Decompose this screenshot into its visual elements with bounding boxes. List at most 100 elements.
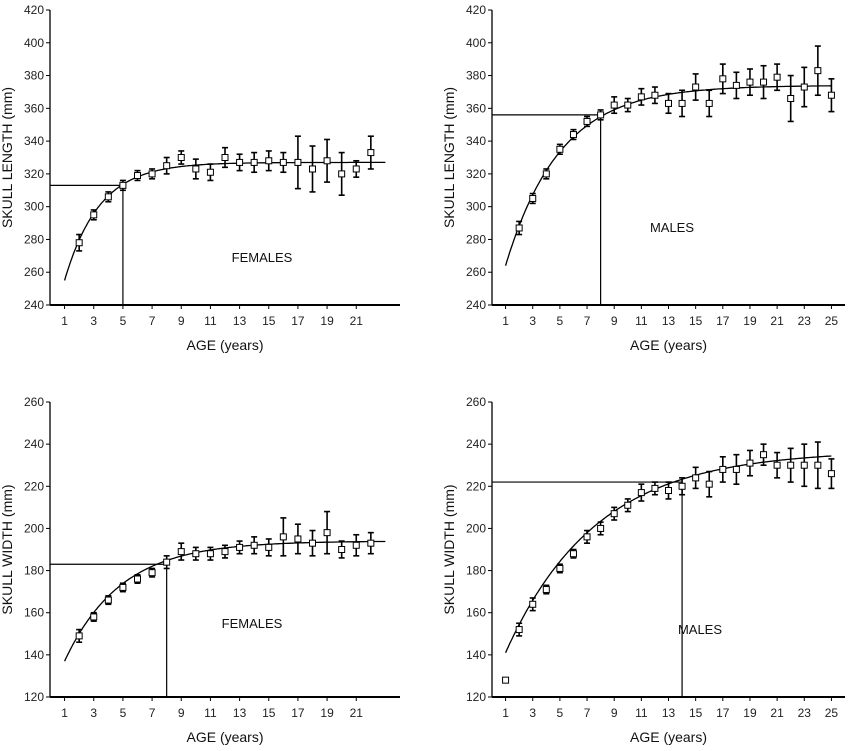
data-point: [279, 533, 287, 541]
data-point: [692, 474, 700, 482]
x-tick-label: 15: [262, 706, 276, 720]
data-point: [352, 541, 360, 549]
y-tick-label: 240: [24, 437, 44, 451]
x-tick-label: 25: [825, 314, 839, 328]
x-tick-label: 13: [662, 314, 676, 328]
x-tick-label: 1: [61, 706, 68, 720]
y-tick-label: 260: [466, 395, 486, 409]
data-point: [206, 168, 214, 176]
data-point: [760, 78, 768, 86]
y-tick-label: 300: [24, 200, 44, 214]
y-axis-label: SKULL LENGTH (mm): [0, 87, 15, 228]
data-point: [236, 158, 244, 166]
data-point: [814, 67, 822, 75]
data-point: [163, 558, 171, 566]
data-point: [177, 154, 185, 161]
data-point: [515, 224, 523, 232]
data-point: [665, 99, 672, 107]
data-point: [692, 83, 700, 91]
y-tick-label: 320: [24, 167, 44, 181]
data-point: [556, 564, 564, 572]
data-point: [515, 626, 523, 634]
data-point: [309, 539, 316, 547]
data-point: [665, 487, 672, 494]
x-tick-label: 25: [825, 706, 839, 720]
y-axis-label: SKULL WIDTH (mm): [441, 484, 457, 614]
panel-annotation: FEMALES: [222, 616, 283, 631]
data-point: [221, 548, 229, 556]
x-tick-label: 9: [178, 314, 185, 328]
y-tick-label: 380: [466, 69, 486, 83]
data-point: [651, 484, 659, 492]
x-axis-label: AGE (years): [186, 729, 263, 745]
y-tick-label: 280: [466, 232, 486, 246]
data-point: [732, 465, 740, 473]
y-tick-label: 200: [466, 521, 486, 535]
data-point: [75, 632, 83, 640]
y-tick-label: 240: [466, 298, 486, 312]
x-tick-label: 23: [798, 314, 812, 328]
data-point: [177, 548, 185, 556]
x-tick-label: 3: [529, 314, 536, 328]
y-tick-label: 340: [24, 134, 44, 148]
data-point: [827, 91, 835, 99]
data-point: [236, 543, 244, 551]
data-point: [827, 470, 835, 478]
data-point: [265, 543, 273, 551]
y-tick-label: 200: [24, 521, 44, 535]
fitted-growth-curve: [64, 540, 386, 662]
data-point: [800, 83, 808, 91]
y-tick-label: 420: [466, 3, 486, 17]
x-tick-label: 19: [320, 706, 334, 720]
data-point: [569, 550, 577, 558]
y-tick-label: 340: [466, 134, 486, 148]
x-tick-label: 7: [584, 706, 591, 720]
x-tick-label: 13: [233, 314, 247, 328]
data-point: [678, 482, 686, 490]
fitted-growth-curve: [63, 161, 386, 281]
data-point: [719, 75, 727, 83]
y-tick-label: 140: [24, 648, 44, 662]
x-tick-label: 1: [61, 314, 68, 328]
data-point: [294, 535, 302, 543]
x-tick-label: 15: [262, 314, 276, 328]
y-tick-label: 120: [466, 690, 486, 704]
data-point: [719, 465, 727, 473]
data-point: [323, 529, 331, 537]
data-point: [90, 613, 98, 621]
data-point: [610, 101, 618, 109]
x-tick-label: 17: [291, 314, 305, 328]
data-point: [206, 550, 214, 558]
x-tick-label: 19: [743, 706, 757, 720]
data-point: [134, 172, 141, 180]
data-point: [323, 157, 331, 165]
data-point: [119, 583, 127, 591]
data-point: [624, 101, 632, 109]
data-point: [705, 99, 713, 107]
x-tick-label: 21: [770, 314, 784, 328]
data-point: [367, 149, 375, 157]
data-point: [119, 181, 127, 189]
y-tick-label: 180: [24, 564, 44, 578]
x-tick-label: 13: [662, 706, 676, 720]
x-tick-label: 7: [149, 314, 156, 328]
data-point: [624, 501, 632, 509]
y-tick-label: 260: [24, 265, 44, 279]
data-point: [221, 154, 229, 161]
data-point: [338, 170, 346, 178]
y-tick-label: 180: [466, 564, 486, 578]
x-tick-label: 7: [149, 706, 156, 720]
x-tick-label: 5: [120, 706, 127, 720]
x-tick-label: 5: [120, 314, 127, 328]
data-point: [746, 78, 754, 86]
data-point: [250, 541, 258, 549]
data-point: [583, 533, 591, 541]
data-point: [760, 451, 768, 459]
data-point: [250, 158, 258, 166]
x-tick-label: 17: [716, 314, 730, 328]
y-tick-label: 320: [466, 167, 486, 181]
x-tick-label: 5: [557, 314, 564, 328]
data-point: [529, 194, 537, 202]
